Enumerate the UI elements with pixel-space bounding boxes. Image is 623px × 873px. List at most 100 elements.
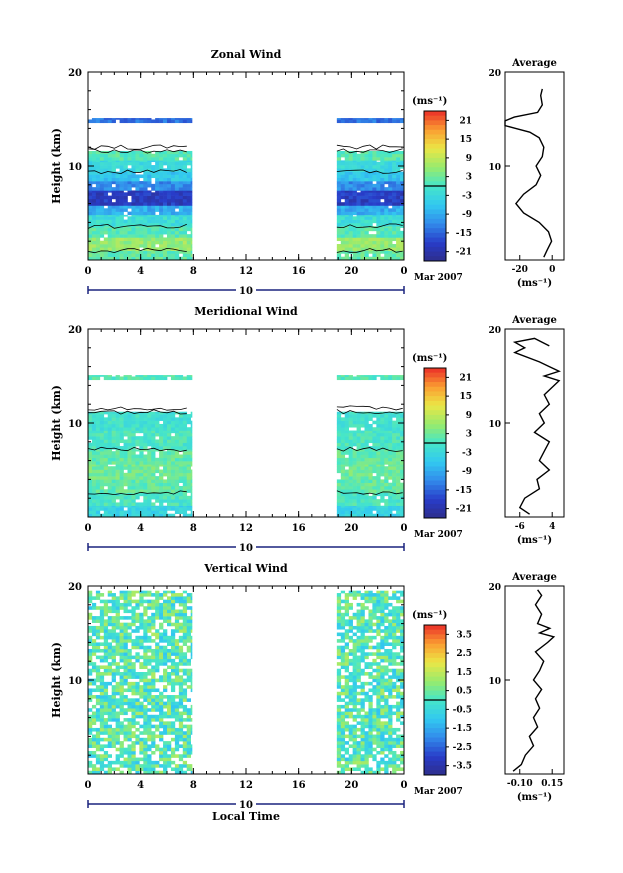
heatmap-cell [99, 202, 105, 206]
heatmap-cell [91, 727, 97, 732]
heatmap-cell [344, 461, 349, 465]
heatmap-cell [151, 464, 156, 467]
heatmap-cell [170, 427, 176, 431]
heatmap-cell [115, 451, 120, 455]
heatmap-cell [396, 482, 401, 487]
heatmap-cell [103, 718, 109, 722]
heatmap-cell [139, 423, 144, 428]
heatmap-cell [186, 449, 191, 452]
heatmap-cell [163, 202, 168, 206]
heatmap-cell [336, 469, 342, 474]
heatmap-cell [159, 662, 164, 666]
zero-contour [87, 247, 187, 254]
heatmap-cell [163, 150, 168, 155]
heatmap-cell [167, 711, 172, 716]
heatmap-cell [131, 721, 136, 725]
heatmap-cell [119, 237, 124, 242]
heatmap-cell [376, 375, 381, 377]
heatmap-cell [155, 747, 160, 752]
y-tick-label: 20 [68, 325, 82, 336]
heatmap-cell [163, 616, 168, 620]
heatmap-cell [186, 183, 191, 188]
heatmap-cell [190, 767, 193, 772]
heatmap-cell [336, 764, 342, 768]
heatmap-cell [115, 208, 120, 212]
heatmap-cell [344, 708, 349, 712]
heatmap-cell [364, 250, 369, 254]
heatmap-cell [174, 192, 180, 196]
heatmap-cell [396, 119, 401, 124]
heatmap-cell [348, 375, 353, 377]
heatmap-cell [368, 489, 373, 493]
heatmap-cell [352, 479, 357, 483]
heatmap-cell [143, 655, 148, 660]
heatmap-cell [111, 602, 116, 607]
heatmap-cell [107, 489, 112, 493]
heatmap-cell [380, 214, 385, 217]
heatmap-cell [131, 442, 136, 447]
heatmap-cell [167, 612, 172, 617]
heatmap-cell [170, 430, 176, 434]
heatmap-cell [364, 639, 369, 643]
heatmap-cell [174, 652, 180, 656]
heatmap-cell [178, 439, 184, 444]
heatmap-cell [115, 430, 120, 434]
heatmap-cell [392, 446, 397, 450]
heatmap-cell [376, 417, 381, 421]
heatmap-cell [135, 476, 140, 480]
heatmap-cell [111, 168, 116, 172]
heatmap-cell [127, 505, 132, 508]
heatmap-cell [344, 750, 349, 755]
heatmap-cell [344, 234, 349, 238]
heatmap-cell [364, 219, 369, 224]
colorbar-tick-label: 15 [459, 135, 472, 145]
heatmap-cell [174, 485, 180, 490]
heatmap-cell [167, 219, 172, 224]
heatmap-cell [368, 510, 373, 515]
heatmap-cell [182, 632, 188, 637]
heatmap-cell [190, 211, 193, 216]
colorbar-tick-label: -15 [456, 486, 472, 496]
heatmap-cell [111, 685, 116, 689]
heatmap-cell [91, 153, 97, 158]
heatmap-cell [174, 662, 180, 666]
heatmap-cell [131, 688, 136, 693]
heatmap-cell [95, 234, 101, 238]
heatmap-cell [380, 177, 385, 182]
heatmap-cell [131, 616, 136, 620]
heatmap-cell [190, 446, 193, 450]
heatmap-cell [163, 704, 168, 709]
heatmap-cell [103, 642, 109, 646]
heatmap-cell [340, 590, 346, 594]
heatmap-cell [376, 181, 381, 185]
heatmap-cell [356, 466, 361, 470]
heatmap-cell [135, 208, 140, 212]
heatmap-cell [396, 177, 401, 182]
heatmap-cell [396, 417, 401, 421]
heatmap-cell [103, 432, 109, 437]
heatmap-cell [340, 675, 346, 679]
heatmap-cell [340, 685, 346, 689]
heatmap-cell [360, 454, 365, 459]
heatmap-cell [99, 436, 105, 440]
heatmap-cell [99, 482, 105, 487]
heatmap-cell [352, 187, 357, 191]
heatmap-cell [119, 495, 124, 500]
heatmap-cell [182, 457, 188, 462]
heatmap-cell [336, 612, 342, 617]
heatmap-cell [356, 721, 361, 725]
heatmap-cell [380, 161, 385, 166]
heatmap-cell [178, 202, 184, 206]
heatmap-cell [139, 639, 144, 643]
heatmap-cell [99, 411, 105, 415]
heatmap-cell [147, 208, 152, 212]
heatmap-cell [167, 174, 172, 179]
heatmap-cell [170, 622, 176, 627]
heatmap-cell [348, 174, 353, 179]
heatmap-cell [159, 489, 164, 493]
heatmap-cell [340, 423, 346, 428]
heatmap-cell [127, 161, 132, 166]
heatmap-cell [380, 119, 385, 124]
heatmap-cell [396, 211, 401, 216]
heatmap-cell [135, 629, 140, 633]
